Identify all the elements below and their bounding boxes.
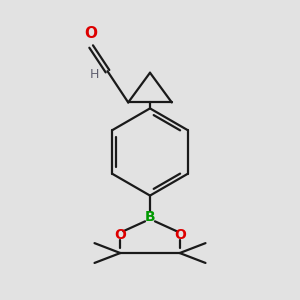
Text: B: B — [145, 210, 155, 224]
Text: O: O — [114, 228, 126, 242]
Text: O: O — [85, 26, 98, 40]
Text: H: H — [90, 68, 100, 81]
Text: O: O — [174, 228, 186, 242]
